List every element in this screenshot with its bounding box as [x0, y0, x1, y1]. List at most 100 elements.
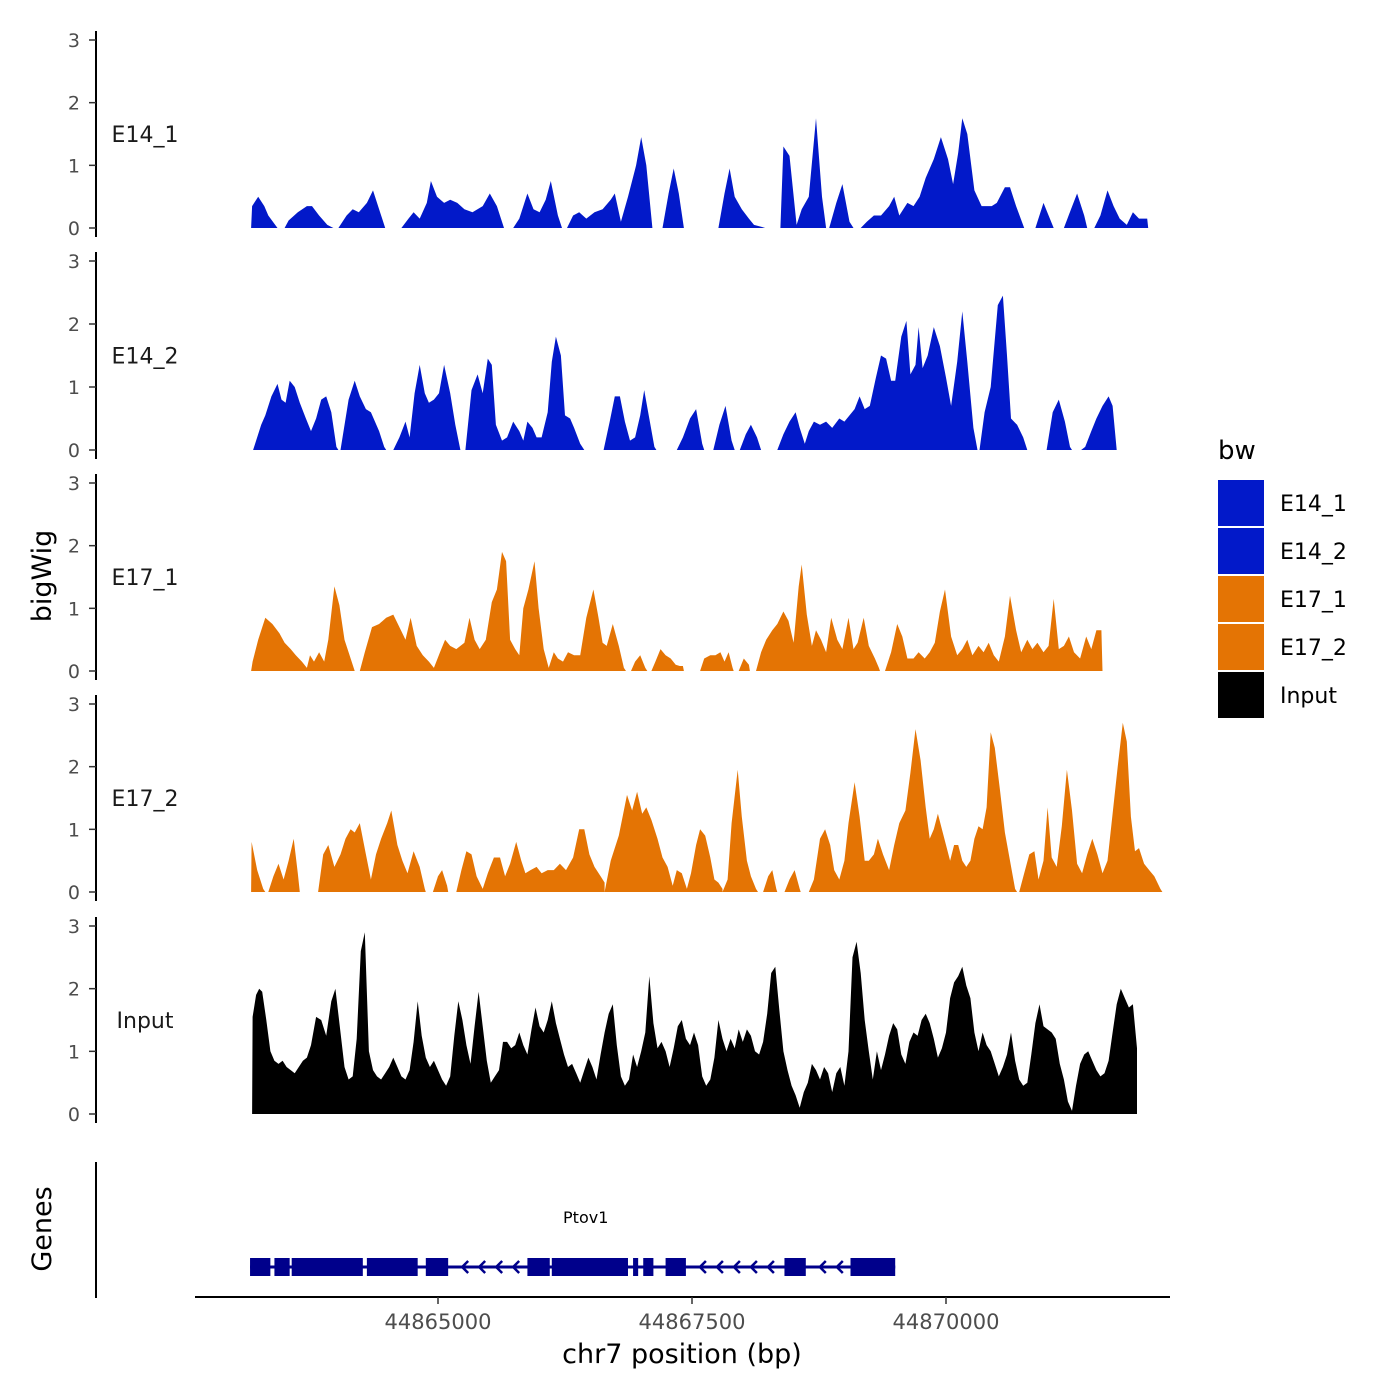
gene-exon	[250, 1258, 271, 1276]
coverage-area-E14_1	[513, 181, 562, 228]
coverage-area-E14_2	[739, 424, 762, 450]
coverage-area-E14_2	[979, 295, 1028, 450]
coverage-area-E17_2	[456, 829, 605, 892]
legend-swatch-Input	[1218, 672, 1264, 718]
x-axis-title: chr7 position (bp)	[562, 1339, 802, 1370]
coverage-area-E14_2	[253, 380, 387, 450]
track-E14_1: 0 1 2 3 E14_1	[68, 30, 1149, 240]
legend-swatch-E17_1	[1218, 576, 1264, 622]
y-tick-label: 0	[68, 1104, 80, 1126]
coverage-area-E14_2	[713, 405, 735, 450]
strand-arrow	[460, 1260, 470, 1274]
gene-model	[250, 1258, 896, 1276]
y-tick-label: 1	[68, 819, 80, 841]
y-tick-label: 3	[68, 694, 80, 716]
legend-swatch-E14_1	[1218, 480, 1264, 526]
y-tick-label: 3	[68, 916, 80, 938]
strand-arrow	[818, 1260, 827, 1274]
coverage-area-E17_2	[318, 810, 426, 892]
legend-title: bw	[1218, 436, 1256, 466]
genes-panel: Genes Ptov1	[27, 1162, 896, 1298]
coverage-area-E17_1	[700, 652, 734, 671]
coverage-area-E17_1	[756, 564, 880, 671]
legend-swatch-E14_2	[1218, 528, 1264, 574]
y-tick-label: 1	[68, 598, 80, 620]
y-tick-label: 1	[68, 1041, 80, 1063]
coverage-area-E17_1	[359, 551, 626, 671]
y-axis-title-group: bigWig	[27, 530, 58, 623]
strand-arrow	[477, 1260, 487, 1274]
y-tick-label: 1	[68, 155, 80, 177]
strand-arrow	[715, 1260, 724, 1274]
bigwig-tracks: 0 1 2 3 E14_1 0 1 2 3 E14_2 0 1 2 3 E17_1 0 1 2 3 E17_2 0 1 2 3…	[68, 30, 1163, 1126]
gene-exon	[527, 1258, 550, 1276]
legend-label-E14_1: E14_1	[1280, 492, 1347, 517]
gene-exon	[425, 1258, 449, 1276]
coverage-area-E17_2	[808, 729, 1018, 892]
y-tick-label: 0	[68, 661, 80, 683]
coverage-area-E14_2	[603, 390, 657, 450]
gene-name-label: Ptov1	[563, 1208, 608, 1227]
gene-exon	[291, 1258, 363, 1276]
gene-exon	[274, 1258, 290, 1276]
gene-exon	[551, 1258, 628, 1276]
coverage-area-E17_1	[738, 658, 750, 671]
strand-arrow	[766, 1260, 775, 1274]
gene-exon	[633, 1258, 639, 1276]
track-E14_2: 0 1 2 3 E14_2	[68, 251, 1117, 462]
legend-label-E14_2: E14_2	[1280, 540, 1347, 565]
legend-label-E17_2: E17_2	[1280, 636, 1347, 661]
coverage-area-E14_2	[1046, 399, 1072, 450]
coverage-area-E14_1	[1063, 193, 1088, 228]
track-E17_1: 0 1 2 3 E17_1	[68, 473, 1103, 683]
y-tick-label: 3	[68, 30, 80, 52]
coverage-area-E17_2	[763, 870, 778, 892]
coverage-area-E17_1	[251, 586, 355, 671]
legend: bw E14_1 E14_2 E17_1 E17_2 Input	[1218, 436, 1347, 718]
coverage-area-E17_1	[885, 589, 1103, 671]
gene-exon	[665, 1258, 686, 1276]
coverage-area-E17_2	[1019, 722, 1163, 892]
track-label: E14_1	[112, 123, 179, 148]
coverage-area-E14_2	[465, 336, 585, 450]
strand-arrow	[698, 1260, 707, 1274]
coverage-area-E17_2	[604, 791, 723, 892]
strand-arrow	[732, 1260, 741, 1274]
y-tick-label: 0	[68, 882, 80, 904]
coverage-area-E17_2	[722, 769, 758, 892]
y-tick-label: 3	[68, 251, 80, 273]
gene-exon	[366, 1258, 418, 1276]
track-label: E17_2	[112, 787, 179, 812]
x-axis: chr7 position (bp) 44865000 44867500 44870…	[195, 1296, 1170, 1370]
y-tick-label: 2	[68, 536, 80, 558]
coverage-area-E14_1	[401, 181, 504, 228]
genes-panel-title: Genes	[27, 1186, 58, 1271]
track-label: E17_1	[112, 566, 179, 591]
coverage-area-E14_1	[780, 118, 827, 228]
y-tick-label: 2	[68, 757, 80, 779]
legend-label-Input: Input	[1280, 684, 1337, 709]
coverage-area-E17_1	[631, 655, 648, 671]
coverage-area-E14_2	[676, 409, 705, 450]
x-tick-label: 44867500	[639, 1310, 746, 1334]
strand-arrow	[835, 1260, 844, 1274]
track-Input: 0 1 2 3 Input	[68, 916, 1138, 1126]
y-axis-title: bigWig	[27, 530, 58, 623]
coverage-area-E14_1	[251, 190, 386, 228]
y-tick-label: 2	[68, 979, 80, 1001]
gene-exon	[850, 1258, 896, 1276]
gene-exon	[643, 1258, 654, 1276]
gene-exon	[784, 1258, 806, 1276]
legend-swatch-E17_2	[1218, 624, 1264, 670]
coverage-area-E17_2	[251, 841, 266, 892]
strand-arrow	[749, 1260, 758, 1274]
coverage-area-E14_1	[829, 184, 854, 228]
coverage-area-E14_1	[662, 168, 684, 228]
y-tick-label: 0	[68, 218, 80, 240]
coverage-area-E14_1	[1094, 190, 1149, 228]
coverage-area-E14_2	[1081, 396, 1117, 450]
y-tick-label: 0	[68, 440, 80, 462]
track-label: Input	[117, 1009, 174, 1034]
x-tick-label: 44870000	[893, 1310, 1000, 1334]
